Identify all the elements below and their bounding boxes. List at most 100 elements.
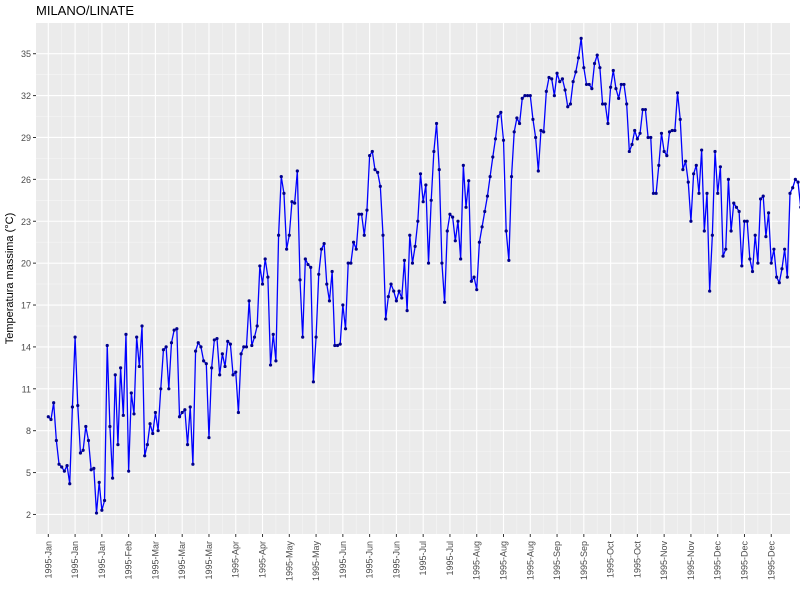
data-point bbox=[464, 205, 468, 209]
data-point bbox=[539, 128, 543, 133]
data-point bbox=[303, 257, 307, 261]
data-point bbox=[614, 87, 618, 91]
data-point bbox=[598, 66, 602, 70]
data-point bbox=[290, 200, 294, 204]
data-point bbox=[504, 229, 508, 233]
data-point bbox=[670, 128, 674, 133]
data-point bbox=[705, 191, 709, 195]
data-point bbox=[488, 174, 492, 179]
data-point bbox=[210, 366, 214, 370]
data-point bbox=[279, 174, 283, 179]
data-point bbox=[764, 235, 768, 239]
data-point bbox=[544, 89, 548, 94]
data-point bbox=[796, 180, 800, 184]
data-point bbox=[584, 82, 589, 87]
data-point bbox=[333, 343, 337, 348]
data-point bbox=[576, 56, 581, 60]
data-point bbox=[376, 170, 380, 174]
data-point bbox=[78, 451, 83, 455]
data-point bbox=[600, 102, 605, 106]
data-point bbox=[81, 448, 85, 452]
data-point bbox=[434, 121, 439, 126]
data-point bbox=[563, 88, 567, 92]
data-point bbox=[416, 219, 420, 223]
x-tick-label: 1995-Mar bbox=[177, 541, 187, 580]
data-point bbox=[325, 282, 329, 286]
data-point bbox=[341, 303, 345, 307]
data-point bbox=[384, 317, 388, 321]
data-point bbox=[244, 345, 249, 349]
data-point bbox=[606, 121, 610, 126]
data-point bbox=[100, 508, 104, 512]
data-point bbox=[467, 179, 471, 183]
data-point bbox=[260, 282, 265, 286]
data-point bbox=[212, 338, 216, 342]
data-point bbox=[193, 349, 198, 353]
x-tick-label: 1995-Mar bbox=[150, 541, 160, 580]
data-point bbox=[368, 154, 372, 158]
data-point bbox=[309, 265, 313, 269]
data-point bbox=[697, 191, 701, 195]
y-tick-label: 35 bbox=[21, 49, 31, 59]
data-point bbox=[231, 373, 235, 377]
data-point bbox=[480, 225, 484, 229]
data-point bbox=[766, 211, 771, 215]
data-point bbox=[785, 275, 789, 279]
data-point bbox=[515, 116, 519, 120]
data-point bbox=[242, 345, 246, 349]
data-point bbox=[432, 149, 436, 154]
x-tick-label: 1995-Dec bbox=[766, 541, 776, 581]
data-point bbox=[718, 165, 722, 169]
x-tick-label: 1995-Jun bbox=[365, 541, 375, 579]
data-point bbox=[542, 130, 546, 134]
data-point bbox=[183, 408, 187, 412]
data-point bbox=[453, 239, 457, 243]
data-point bbox=[322, 242, 326, 246]
data-point bbox=[370, 149, 374, 154]
data-point bbox=[729, 229, 733, 233]
data-point bbox=[590, 87, 594, 91]
data-point bbox=[378, 184, 382, 188]
data-point bbox=[188, 405, 192, 409]
data-point bbox=[191, 462, 195, 466]
data-point bbox=[76, 403, 80, 408]
data-point bbox=[52, 401, 56, 405]
data-point bbox=[673, 128, 677, 133]
data-point bbox=[611, 68, 615, 73]
x-tick-label: 1995-Sep bbox=[552, 541, 562, 580]
data-point bbox=[351, 240, 356, 244]
data-point bbox=[298, 278, 302, 282]
x-tick-label: 1995-Apr bbox=[258, 541, 268, 578]
data-point bbox=[362, 233, 366, 237]
data-point bbox=[426, 261, 431, 265]
data-point bbox=[780, 267, 784, 271]
data-point bbox=[750, 269, 755, 274]
data-point bbox=[568, 102, 573, 106]
data-point bbox=[202, 359, 206, 363]
y-tick-label: 17 bbox=[21, 301, 31, 311]
y-tick-label: 14 bbox=[21, 342, 31, 352]
data-point bbox=[330, 269, 334, 274]
x-tick-label: 1995-May bbox=[284, 541, 294, 582]
data-point bbox=[266, 275, 270, 279]
data-point bbox=[582, 66, 586, 70]
data-point bbox=[769, 261, 773, 265]
data-point bbox=[263, 257, 267, 261]
data-point bbox=[528, 94, 532, 98]
data-point bbox=[68, 482, 72, 486]
x-tick-label: 1995-Jul bbox=[418, 541, 428, 576]
data-point bbox=[180, 410, 184, 415]
data-point bbox=[400, 296, 404, 300]
data-point bbox=[354, 247, 358, 251]
data-point bbox=[692, 172, 696, 176]
data-point bbox=[228, 342, 232, 346]
data-point bbox=[271, 332, 275, 336]
data-point bbox=[129, 391, 133, 395]
data-point bbox=[389, 282, 393, 286]
data-point bbox=[791, 186, 795, 190]
data-point bbox=[223, 364, 227, 369]
data-point bbox=[255, 324, 259, 328]
data-point bbox=[758, 197, 763, 201]
data-point bbox=[469, 279, 473, 283]
data-point bbox=[520, 96, 524, 100]
